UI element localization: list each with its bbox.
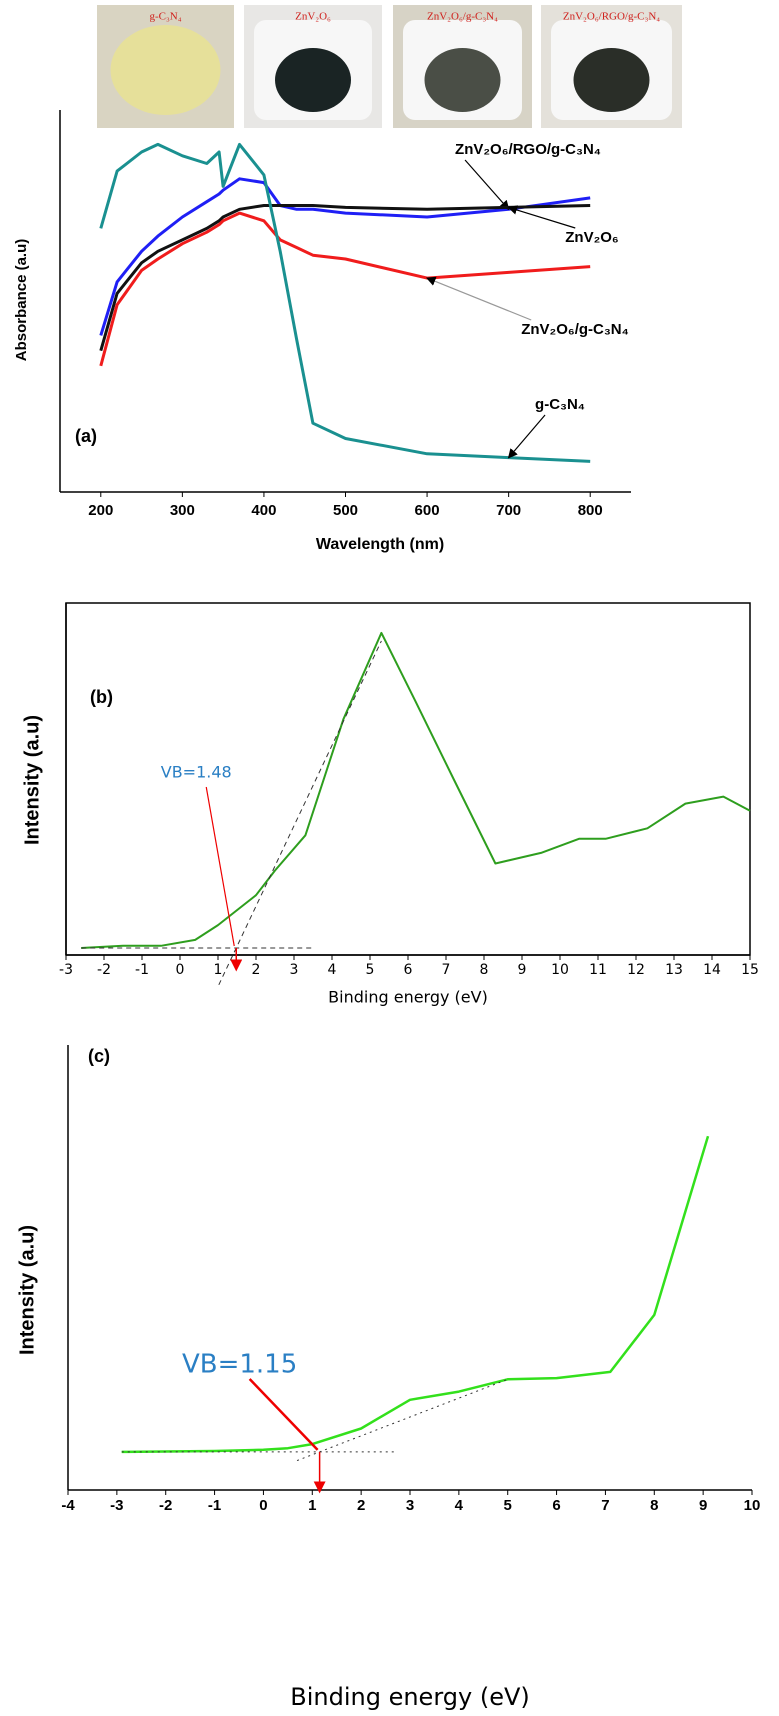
x-tick-label: 500 [333,502,358,519]
photo-label: ZnV₂O₆/RGO/g-C₃N₄ [563,11,660,23]
x-axis-title: Binding energy (eV) [290,1683,529,1711]
data-line [99,142,591,463]
vb-label: VB=1.48 [161,763,232,782]
photo-label: ZnV₂O₆ [295,11,331,23]
panel-label: (b) [90,687,113,707]
x-tick-label: -1 [135,962,149,978]
x-tick-label: 0 [259,1497,267,1514]
x-tick-label: 12 [627,962,645,978]
x-tick-label: 400 [251,502,276,519]
data-line [99,204,591,352]
x-tick-label: -2 [159,1497,172,1514]
data-line [99,177,591,336]
x-axis-title: Wavelength (nm) [316,536,444,553]
vb-label: VB=1.15 [182,1350,297,1380]
x-tick-label: 1 [214,962,223,978]
y-axis-title: Absorbance (a.u) [13,239,30,362]
x-tick-label: 2 [252,962,261,978]
x-tick-label: -2 [97,962,111,978]
series-label: ZnV₂O₆/RGO/g-C₃N₄ [455,141,601,158]
powder [573,48,650,112]
label-arrow [507,205,576,229]
data-line [99,211,591,367]
x-tick-label: 14 [703,962,721,978]
label-arrow [464,159,510,211]
x-tick-label: -1 [208,1497,221,1514]
x-tick-label: 200 [88,502,113,519]
x-tick-label: 6 [404,962,413,978]
series-label: ZnV₂O₆/g-C₃N₄ [521,321,629,338]
x-tick-label: 15 [741,962,759,978]
data-line [121,1135,710,1454]
panel-label: (a) [75,426,97,446]
vb-pointer [205,786,235,947]
x-tick-label: 11 [589,962,607,978]
x-tick-label: 8 [480,962,489,978]
vb-pointer [248,1378,319,1451]
series-label: ZnV₂O₆ [565,229,618,246]
y-axis-title: Intensity (a.u) [16,1225,38,1355]
x-tick-label: -3 [59,962,73,978]
y-axis-title: Intensity (a.u) [21,715,43,845]
x-tick-label: 6 [552,1497,560,1514]
powder [424,48,501,112]
x-tick-label: 800 [578,502,603,519]
powder [110,25,221,115]
x-tick-label: 7 [601,1497,609,1514]
x-tick-label: 9 [518,962,527,978]
powder [275,48,351,112]
x-tick-label: 1 [308,1497,316,1514]
panel-label: (c) [88,1046,110,1066]
x-tick-label: 10 [551,962,569,978]
x-tick-label: 700 [496,502,521,519]
x-tick-label: -3 [110,1497,123,1514]
x-tick-label: 4 [328,962,337,978]
label-arrow [425,276,532,321]
x-tick-label: 8 [650,1497,658,1514]
label-arrow [507,414,546,459]
x-tick-label: 300 [170,502,195,519]
x-tick-label: 600 [415,502,440,519]
x-tick-label: 3 [290,962,299,978]
x-tick-label: 9 [699,1497,707,1514]
x-axis-title: Binding energy (eV) [328,988,488,1007]
photo-label: g-C₃N₄ [149,11,181,23]
tangent-fit [296,1378,508,1462]
x-tick-label: 5 [366,962,375,978]
x-tick-label: 0 [176,962,185,978]
x-tick-label: 2 [357,1497,365,1514]
x-tick-label: 13 [665,962,683,978]
x-tick-label: 4 [455,1497,464,1514]
x-tick-label: -4 [61,1497,75,1514]
series-label: g-C₃N₄ [535,396,585,413]
photo-label: ZnV₂O₆/g-C₃N₄ [427,11,498,23]
data-line [81,631,751,949]
x-tick-label: 7 [442,962,451,978]
x-tick-label: 5 [504,1497,512,1514]
tangent-fit [218,640,382,986]
x-tick-label: 3 [406,1497,414,1514]
x-tick-label: 10 [744,1497,761,1514]
